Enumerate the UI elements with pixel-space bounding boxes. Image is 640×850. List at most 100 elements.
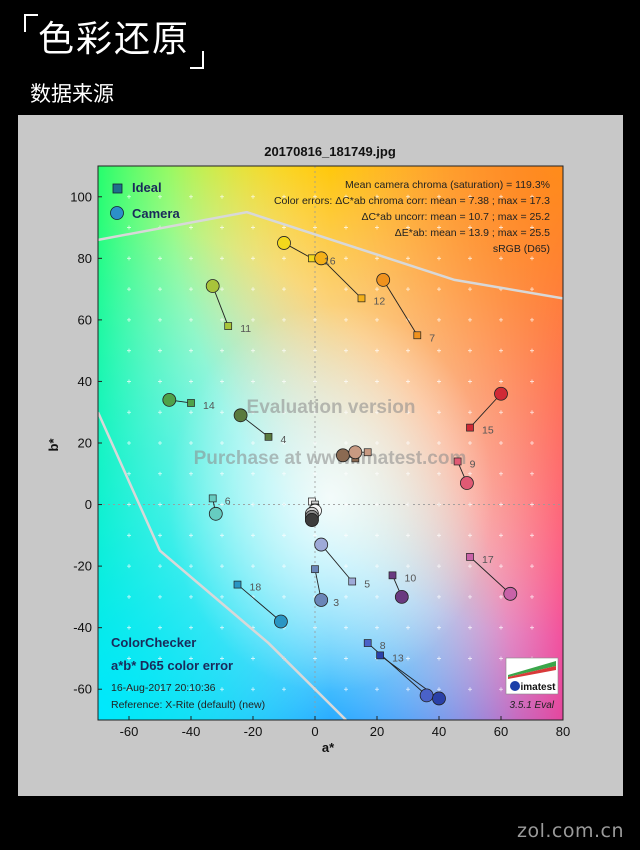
patch-label-7: 7	[429, 332, 435, 344]
grid-mark	[468, 502, 472, 507]
grid-mark	[499, 317, 503, 322]
grid-mark	[189, 317, 193, 322]
patch-label-16: 16	[324, 255, 336, 267]
grid-mark	[282, 441, 286, 445]
chart-title: 20170816_181749.jpg	[264, 144, 396, 159]
grid-mark	[313, 348, 317, 353]
grid-mark	[499, 410, 503, 415]
imatest-logo: imatest	[505, 657, 559, 695]
grid-mark	[375, 533, 379, 538]
grid-mark	[406, 287, 410, 292]
x-tick-label: 0	[311, 724, 318, 739]
chart-panel: 20170816_181749.jpg Evaluation version P…	[18, 115, 623, 796]
legend-ideal-swatch	[112, 183, 123, 194]
grid-mark	[375, 471, 379, 476]
patch-label-8: 8	[380, 640, 386, 652]
grid-mark	[313, 471, 317, 476]
camera-point-15	[494, 386, 508, 401]
x-tick-label: 40	[432, 724, 446, 739]
ideal-point-14	[187, 399, 195, 407]
grid-mark	[220, 564, 224, 569]
grid-mark	[220, 256, 224, 261]
grid-mark	[468, 471, 472, 476]
error-line-17	[469, 556, 511, 595]
grid-mark	[406, 348, 410, 353]
grid-mark	[468, 441, 472, 445]
camera-point-12	[314, 251, 329, 266]
grid-mark	[220, 687, 224, 692]
legend-camera-swatch	[110, 206, 124, 220]
grid-mark	[375, 256, 379, 261]
grid-mark	[344, 471, 348, 476]
y-tick-label: 100	[70, 189, 92, 204]
y-axis-label: b*	[46, 438, 61, 452]
grid-mark	[251, 225, 255, 230]
camera-point-3	[314, 593, 329, 607]
grid-mark	[499, 194, 503, 199]
x-tick-label: -20	[244, 724, 263, 739]
grid-mark	[127, 287, 131, 292]
grid-mark	[375, 564, 379, 569]
gamut-boundary	[98, 210, 563, 300]
camera-point-14	[162, 393, 177, 407]
grid-mark	[158, 594, 162, 599]
grid-mark	[344, 225, 348, 230]
legend-ideal-label: Ideal	[132, 180, 162, 195]
grid-mark	[530, 441, 534, 445]
grid-mark	[313, 656, 317, 661]
ideal-point-5	[348, 577, 357, 586]
grid-mark	[127, 348, 131, 353]
grid-mark	[468, 533, 472, 538]
grid-mark	[282, 533, 286, 538]
grid-mark	[437, 656, 441, 661]
grid-mark	[158, 287, 162, 292]
patch-label-10: 10	[405, 572, 417, 584]
stats-chroma: Mean camera chroma (saturation) = 119.3%	[345, 179, 550, 191]
grid-mark	[375, 348, 379, 353]
grid-mark	[282, 225, 286, 230]
patch-label-4: 4	[281, 434, 287, 446]
grid-mark	[313, 625, 317, 630]
ideal-point-9	[453, 457, 462, 466]
site-watermark: zol.com.cn	[516, 820, 624, 842]
grid-mark	[375, 594, 379, 599]
grid-mark	[437, 625, 441, 630]
stats-de: ΔE*ab: mean = 13.9 ; max = 25.5	[395, 227, 550, 239]
grid-mark	[251, 656, 255, 661]
x-tick-label: 60	[494, 724, 508, 739]
ideal-point-7	[413, 331, 422, 340]
grid-mark	[127, 533, 131, 538]
stats-dc-uncorr: ΔC*ab uncorr: mean = 10.7 ; max = 25.2	[361, 211, 550, 223]
grid-mark	[437, 441, 441, 445]
grid-mark	[313, 287, 317, 292]
grid-mark	[251, 287, 255, 292]
error-line-18	[237, 584, 282, 622]
grid-mark	[375, 687, 379, 692]
grid-mark	[468, 564, 472, 569]
ideal-point-13	[376, 651, 384, 660]
camera-point-7	[376, 272, 391, 287]
grid-mark	[251, 687, 255, 692]
y-tick-label: 0	[85, 497, 92, 512]
footnote-date: 16-Aug-2017 20:10:36	[111, 682, 216, 694]
grid-mark	[282, 348, 286, 353]
grid-mark	[127, 625, 131, 630]
grid-mark	[344, 348, 348, 353]
grid-mark	[468, 317, 472, 322]
grid-mark	[158, 379, 162, 384]
grid-mark	[468, 687, 472, 692]
grid-mark	[251, 256, 255, 261]
camera-point-4	[233, 408, 248, 423]
grid-mark	[437, 379, 441, 384]
ideal-point-10	[388, 571, 397, 580]
grid-mark	[220, 348, 224, 353]
footnote-reference: Reference: X-Rite (default) (new)	[111, 699, 265, 711]
grid-mark	[189, 471, 193, 476]
color-error-chart: 20170816_181749.jpg Evaluation version P…	[46, 144, 570, 755]
grid-mark	[189, 625, 193, 630]
patch-label-9: 9	[470, 458, 476, 470]
grid-mark	[437, 317, 441, 322]
grid-mark	[406, 687, 410, 692]
grid-mark	[313, 441, 317, 445]
grid-mark	[530, 194, 534, 199]
